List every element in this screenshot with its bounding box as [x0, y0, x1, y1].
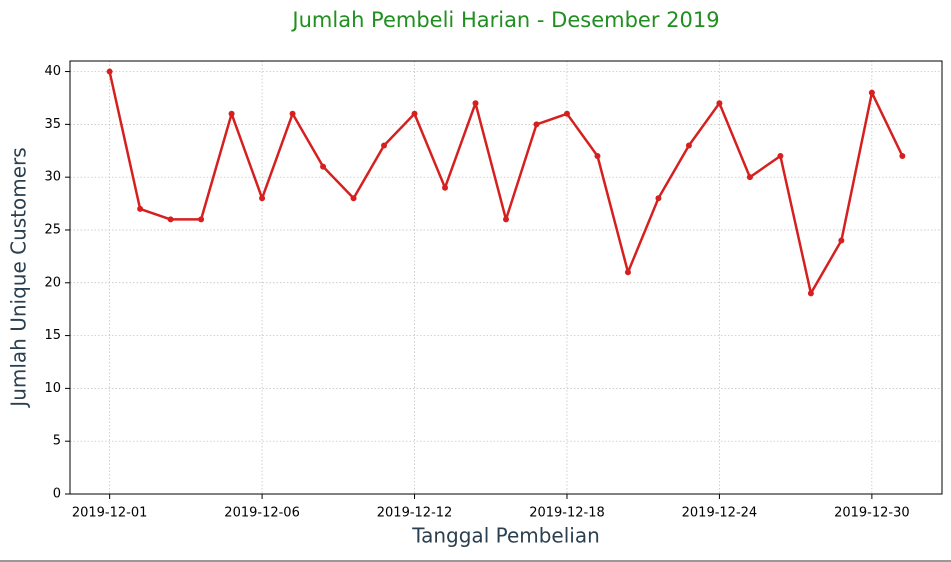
y-tick-label: 15 [44, 328, 61, 343]
data-point [838, 237, 845, 244]
data-point [685, 142, 692, 149]
data-point [198, 216, 205, 223]
x-tick-label: 2019-12-30 [834, 506, 910, 521]
x-tick-label: 2019-12-18 [529, 506, 605, 521]
data-point [320, 163, 327, 170]
y-tick-label: 20 [44, 275, 61, 290]
y-tick-label: 0 [53, 487, 61, 502]
data-point [411, 110, 418, 117]
data-point [137, 205, 144, 212]
data-point [899, 153, 906, 160]
y-tick-label: 10 [44, 381, 61, 396]
data-point [624, 269, 631, 276]
data-point [807, 290, 814, 297]
data-point [167, 216, 174, 223]
y-tick-label: 25 [44, 222, 61, 237]
y-tick-label: 5 [53, 434, 61, 449]
data-point [503, 216, 509, 223]
data-point [472, 100, 479, 107]
data-point [381, 142, 388, 149]
x-tick-label: 2019-12-12 [377, 506, 453, 521]
x-tick-label: 2019-12-24 [682, 506, 758, 521]
data-point [777, 153, 784, 160]
data-point [228, 110, 235, 117]
data-point [289, 110, 296, 117]
data-point [533, 121, 540, 128]
data-point [868, 89, 875, 96]
data-point [563, 110, 570, 117]
y-tick-label: 40 [44, 64, 61, 79]
data-point [442, 184, 449, 191]
data-point [350, 195, 357, 202]
data-point [106, 68, 113, 75]
data-point [259, 195, 266, 202]
plot-frame [69, 60, 943, 495]
data-point [716, 100, 723, 107]
y-tick-label: 30 [44, 170, 61, 185]
y-tick-label: 35 [44, 117, 61, 132]
x-tick-label: 2019-12-06 [224, 506, 300, 521]
data-line [108, 71, 904, 295]
x-axis-label: Tanggal Pembelian [411, 524, 600, 548]
chart-title: Jumlah Pembeli Harian - Desember 2019 [290, 8, 719, 32]
data-point [655, 195, 662, 202]
y-axis-label: Jumlah Unique Customers [7, 147, 31, 408]
data-point [746, 174, 753, 181]
data-point [594, 153, 601, 160]
x-tick-label: 2019-12-01 [72, 506, 148, 521]
